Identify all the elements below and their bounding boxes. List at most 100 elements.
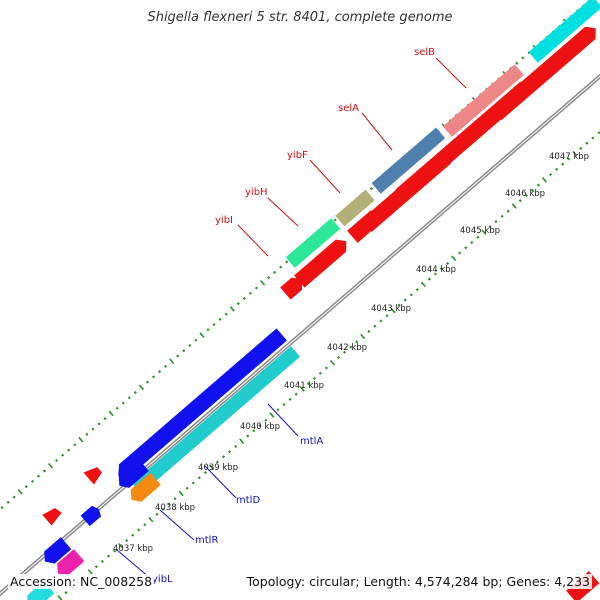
outer-tick xyxy=(267,276,271,280)
inner-tick xyxy=(324,366,329,370)
outer-tick xyxy=(254,286,259,290)
feature-mtlD[interactable] xyxy=(131,346,301,494)
inner-tick xyxy=(343,350,347,354)
outer-tick xyxy=(67,448,71,452)
gene-label-selA[interactable]: selA xyxy=(338,103,359,114)
outer-tick xyxy=(285,260,289,264)
feature-selB[interactable] xyxy=(442,64,524,138)
inner-tick xyxy=(143,523,147,527)
inner-tick xyxy=(373,324,377,328)
inner-tick xyxy=(203,470,207,475)
feature-small-red-1[interactable] xyxy=(83,463,104,485)
inner-tick xyxy=(349,345,353,349)
feature-yibH[interactable] xyxy=(285,218,341,268)
gene-label-yibI[interactable]: yibI xyxy=(215,215,233,226)
inner-tick xyxy=(318,371,322,375)
inner-tick xyxy=(360,333,366,340)
feature-cyan-top[interactable] xyxy=(528,0,600,63)
outer-tick xyxy=(229,306,235,312)
inner-tick xyxy=(476,235,480,239)
gene-label-mtlA[interactable]: mtlA xyxy=(300,436,323,447)
gene-label-mtlD[interactable]: mtlD xyxy=(236,495,260,506)
outer-tick xyxy=(0,506,4,510)
inner-tick xyxy=(208,464,215,471)
outer-tick xyxy=(218,317,222,321)
outer-tick xyxy=(78,436,84,443)
outer-tick xyxy=(115,406,119,410)
inner-tick xyxy=(264,418,268,422)
cds-arrow-6[interactable] xyxy=(280,273,307,300)
accession-label: Accession: NC_008258 xyxy=(8,574,155,589)
outer-tick xyxy=(108,410,114,417)
inner-tick xyxy=(155,512,159,516)
outer-tick xyxy=(194,338,198,342)
inner-tick xyxy=(173,497,177,501)
outer-tick xyxy=(97,422,101,426)
gene-label-mtlR[interactable]: mtlR xyxy=(195,535,218,546)
scale-label-4042: 4042 kbp xyxy=(327,343,367,353)
gene-label-selB[interactable]: selB xyxy=(414,47,435,58)
outer-tick xyxy=(55,458,59,463)
cds-mtlA[interactable] xyxy=(113,328,287,481)
outer-tick xyxy=(521,56,525,60)
outer-tick xyxy=(151,375,156,379)
inner-tick xyxy=(488,225,492,229)
gene-label-yibH[interactable]: yibH xyxy=(245,187,268,198)
inner-tick xyxy=(288,397,292,401)
inner-tick xyxy=(379,319,383,323)
inner-tick xyxy=(511,203,517,209)
scale-label-4047: 4047 kbp xyxy=(549,152,589,162)
outer-tick xyxy=(224,312,228,316)
feature-yibF[interactable] xyxy=(335,189,375,227)
cds-arrow-4[interactable] xyxy=(347,206,386,243)
inner-tick xyxy=(148,516,154,523)
outer-tick xyxy=(127,396,131,400)
scale-label-4046: 4046 kbp xyxy=(505,189,545,199)
outer-tick xyxy=(145,380,150,384)
inner-tick xyxy=(106,554,111,558)
gene-label-yibF[interactable]: yibF xyxy=(287,150,308,161)
inner-tick xyxy=(355,340,359,344)
inner-tick xyxy=(100,559,104,563)
inner-tick xyxy=(191,481,195,485)
outer-tick xyxy=(176,354,180,358)
scale-label-4040: 4040 kbp xyxy=(240,422,280,432)
gene-label-yibL[interactable]: yibL xyxy=(152,574,173,585)
feature-magenta[interactable] xyxy=(53,549,85,579)
inner-tick xyxy=(500,214,504,218)
feature-orange[interactable] xyxy=(126,472,161,506)
inner-tick xyxy=(470,241,474,245)
scale-label-4039: 4039 kbp xyxy=(198,463,238,473)
inner-tick xyxy=(541,176,548,183)
cds-mtlR[interactable] xyxy=(114,458,149,492)
outer-tick xyxy=(527,51,531,55)
inner-tick xyxy=(561,162,565,166)
inner-tick xyxy=(433,272,438,276)
cds-arrow-3[interactable] xyxy=(361,147,456,232)
outer-tick xyxy=(515,61,519,65)
feature-blue-small[interactable] xyxy=(80,504,104,527)
inner-tick xyxy=(385,314,389,318)
scale-labels: 4037 kbp 4038 kbp 4039 kbp 4040 kbp 4041… xyxy=(113,152,589,554)
feature-small-red-2[interactable] xyxy=(42,504,63,526)
outer-tick xyxy=(169,358,175,365)
inner-tick xyxy=(524,193,528,198)
outer-tick xyxy=(369,187,374,191)
feature-selA[interactable] xyxy=(371,127,446,194)
outer-tick xyxy=(242,296,246,301)
inner-tick xyxy=(427,277,431,281)
inner-tick xyxy=(572,150,578,157)
outer-tick xyxy=(164,364,168,368)
inner-tick xyxy=(64,591,68,595)
cds-yibL[interactable] xyxy=(40,537,72,567)
forward-label-leaders xyxy=(237,57,467,257)
inner-tick xyxy=(246,434,250,438)
inner-tick xyxy=(131,533,135,537)
inner-tick xyxy=(494,220,498,224)
outer-tick xyxy=(61,453,65,457)
cds-arrow-5[interactable] xyxy=(294,235,351,288)
inner-tick xyxy=(555,167,559,171)
inner-tick xyxy=(312,376,316,381)
forward-cds-row xyxy=(280,26,596,300)
